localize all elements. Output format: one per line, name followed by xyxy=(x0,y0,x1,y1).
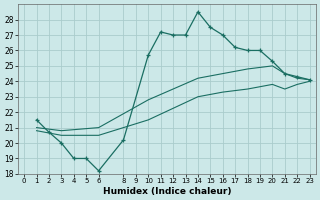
X-axis label: Humidex (Indice chaleur): Humidex (Indice chaleur) xyxy=(103,187,231,196)
